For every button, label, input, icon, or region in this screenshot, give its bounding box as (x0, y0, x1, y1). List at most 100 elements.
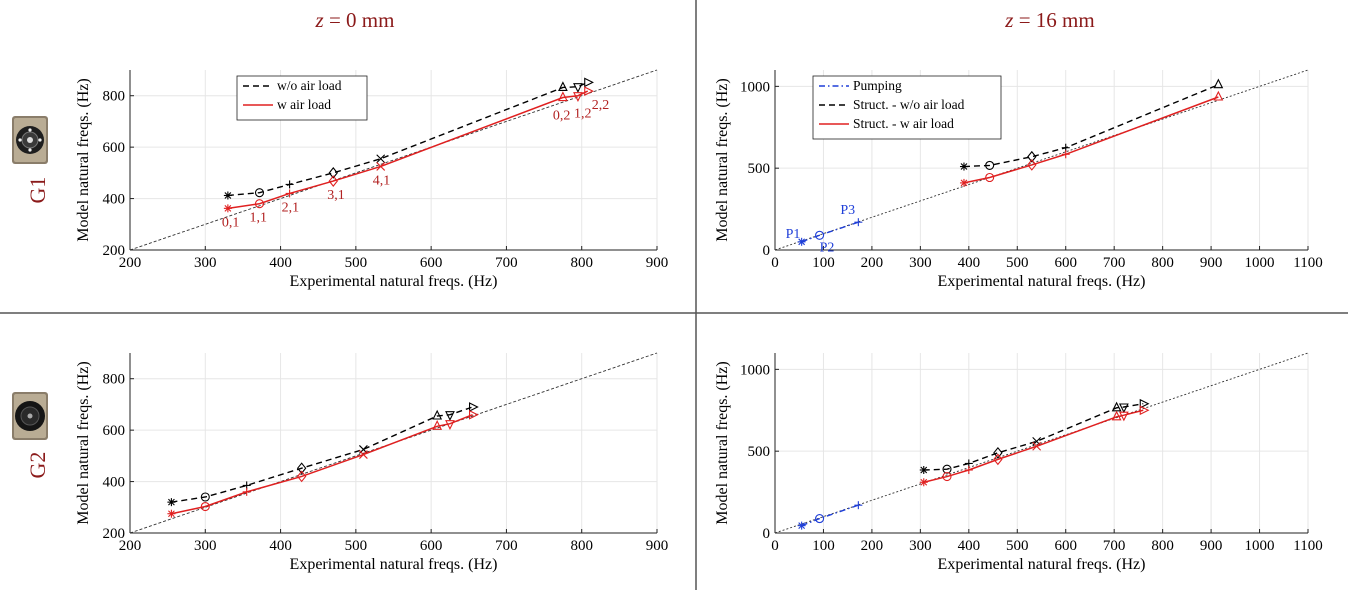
data-point-marker (358, 450, 368, 459)
x-tick-label: 400 (269, 538, 292, 554)
data-point-marker (558, 81, 568, 92)
data-point-marker (815, 230, 825, 240)
mode-annotation: P2 (820, 240, 835, 255)
data-point-marker (854, 218, 863, 227)
row-label-g1: G1 (25, 177, 50, 204)
x-tick-label: 400 (958, 255, 981, 271)
x-axis-label: Experimental natural freqs. (Hz) (938, 273, 1146, 290)
series-line-pumping (801, 221, 859, 243)
data-point-marker (573, 92, 583, 102)
data-point-marker (584, 86, 594, 96)
data-point-marker (1111, 410, 1122, 421)
series-line-w-air-load (171, 414, 473, 515)
series-line-struct-w-o-air-load (963, 84, 1219, 168)
data-point-marker (242, 487, 251, 496)
data-point-marker (296, 470, 307, 483)
chart-g2-z16: 0 100 200 300 400 500 600 700 800 900 1000 1100 0 500… (714, 352, 1323, 573)
x-tick-label: 800 (1151, 538, 1174, 554)
data-point-marker (919, 478, 928, 487)
data-point-marker (985, 160, 995, 170)
chart-g1-z0: 200 300 400 500 600 700 800 900 200 400 600 800 Expe… (75, 69, 669, 290)
y-tick-label: 1000 (740, 79, 770, 95)
data-point-marker (285, 180, 294, 189)
legend: Pumping Struct. - w/o air load Struct. - w… (812, 75, 1002, 140)
data-point-marker (223, 191, 232, 200)
x-tick-label: 100 (812, 538, 835, 554)
x-tick-label: 900 (646, 255, 669, 271)
x-tick-label: 500 (1006, 255, 1029, 271)
x-tick-label: 800 (1151, 255, 1174, 271)
y-tick-label: 0 (763, 526, 771, 542)
x-tick-label: 200 (119, 255, 142, 271)
x-tick-label: 0 (771, 255, 779, 271)
data-point-marker (815, 514, 825, 524)
data-point-marker (1032, 441, 1042, 451)
y-tick-label: 400 (103, 192, 126, 208)
x-tick-label: 1100 (1293, 255, 1322, 271)
series-line-struct-w-air-load (963, 96, 1219, 184)
data-point-marker (468, 409, 479, 420)
x-tick-label: 1000 (1245, 538, 1275, 554)
data-point-marker (1027, 150, 1037, 163)
x-tick-label: 600 (1054, 255, 1077, 271)
data-point-marker (328, 166, 338, 179)
legend-entry: Pumping (853, 78, 902, 93)
mode-annotation: 0,1 (222, 215, 240, 230)
data-point-marker (1061, 150, 1070, 159)
data-point-marker (1213, 78, 1224, 89)
data-point-marker (1213, 90, 1224, 101)
x-tick-label: 200 (861, 255, 884, 271)
mode-annotation: 4,1 (373, 173, 391, 188)
row-label-g2: G2 (25, 452, 50, 479)
g1-speaker-photo (12, 116, 48, 164)
data-point-marker (959, 178, 968, 187)
x-tick-label: 300 (909, 255, 932, 271)
identity-line (774, 352, 1309, 534)
column-title-z16: z = 16 mm (1004, 8, 1094, 32)
x-axis-label: Experimental natural freqs. (Hz) (290, 273, 498, 290)
data-point-marker (254, 199, 265, 209)
y-axis-label: Model natural freqs. (Hz) (75, 78, 92, 242)
legend-box (236, 75, 368, 121)
g2-speaker-photo (12, 392, 48, 440)
data-point-marker (919, 466, 928, 474)
x-tick-label: 400 (958, 538, 981, 554)
x-axis-label: Experimental natural freqs. (Hz) (290, 556, 498, 573)
x-tick-label: 400 (269, 255, 292, 271)
y-tick-label: 0 (763, 243, 771, 259)
y-tick-label: 500 (748, 161, 771, 177)
chart-g1-z16: 0 100 200 300 400 500 600 700 800 900 1000 1100 0 500… (714, 69, 1323, 290)
x-tick-label: 1000 (1245, 255, 1275, 271)
x-tick-label: 600 (1054, 538, 1077, 554)
y-axis-label: Model natural freqs. (Hz) (714, 78, 731, 242)
data-point-marker (573, 83, 583, 93)
y-tick-label: 800 (103, 372, 126, 388)
data-point-marker (296, 462, 307, 475)
mode-annotation: 2,1 (282, 200, 300, 215)
data-point-marker (1118, 411, 1129, 422)
series-line-struct-w-o-air-load (923, 403, 1144, 471)
chart-g2-z0: 200 300 400 500 600 700 800 900 200 400 600 800 Expe… (75, 352, 668, 573)
data-point-marker (432, 420, 443, 430)
series-line-w-o-air-load (171, 406, 473, 503)
data-point-marker (376, 154, 386, 164)
series-line-pumping (801, 504, 859, 527)
data-point-marker (376, 162, 386, 171)
identity-line (129, 352, 658, 534)
data-point-marker (167, 509, 176, 518)
x-tick-label: 1100 (1293, 538, 1322, 554)
identity-line (129, 69, 658, 251)
x-tick-label: 300 (909, 538, 932, 554)
column-title-z0: z = 0 mm (315, 8, 395, 32)
x-axis-label: Experimental natural freqs. (Hz) (938, 556, 1146, 573)
y-tick-label: 600 (103, 140, 126, 156)
data-point-marker (445, 411, 455, 421)
data-point-marker (328, 175, 338, 187)
mode-annotation: P1 (786, 227, 801, 242)
data-point-marker (993, 446, 1003, 459)
x-tick-label: 600 (420, 255, 443, 271)
mode-annotation: 3,1 (327, 188, 345, 203)
y-tick-label: 200 (103, 243, 126, 259)
legend-entry: w air load (277, 97, 331, 112)
